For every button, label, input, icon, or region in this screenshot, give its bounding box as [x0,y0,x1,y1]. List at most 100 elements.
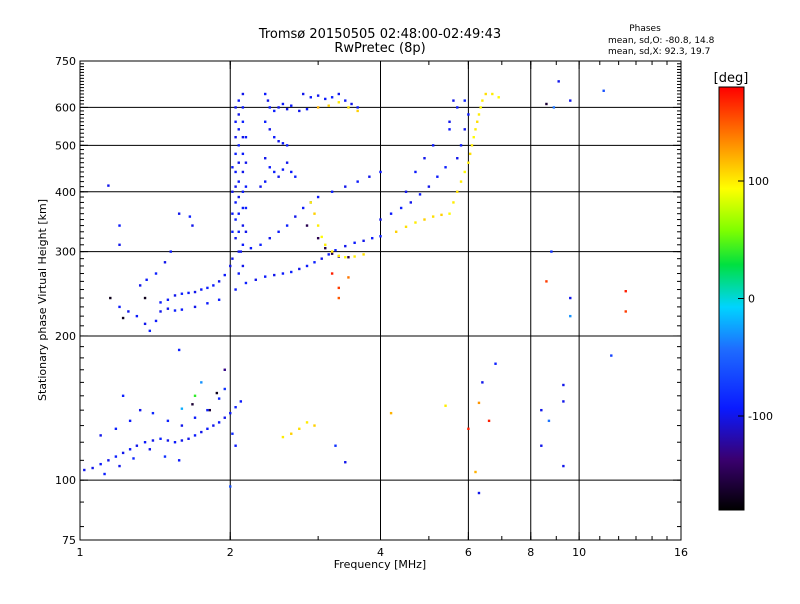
data-point [477,491,481,495]
data-point [344,185,347,188]
x-tick-label: 16 [674,546,688,559]
data-point [330,272,334,275]
data-point [379,170,382,174]
data-point [244,135,248,139]
data-point [173,441,177,444]
data-point [273,109,276,113]
data-point [624,290,627,293]
data-point [234,170,237,174]
data-point [474,470,477,474]
data-point [145,278,148,281]
data-point [268,128,271,131]
data-point [200,381,203,384]
data-point [148,329,152,333]
data-point [298,109,301,113]
data-point [244,230,248,233]
data-point [217,397,221,400]
data-point [249,246,253,250]
data-point [127,310,130,313]
data-point [109,296,112,300]
data-point [193,416,197,419]
data-point [305,107,309,111]
data-point [268,236,271,240]
data-point [173,294,177,297]
data-point [327,104,330,107]
data-point [481,99,484,102]
data-point [241,224,245,227]
data-point [264,180,267,183]
data-point [285,107,289,111]
data-point [448,128,451,131]
data-point [440,213,443,217]
data-point [610,354,613,357]
x-tick-label: 8 [527,546,534,559]
colorbar-tick-label: 100 [748,175,769,188]
data-point [294,215,297,218]
data-point [277,230,280,233]
data-point [166,298,170,301]
data-point [362,253,365,256]
data-point [114,427,118,431]
data-point [229,485,232,488]
x-tick-label: 2 [227,546,234,559]
data-point [494,362,497,365]
y-tick-label: 400 [55,186,76,199]
data-point [347,256,350,259]
data-point [237,272,240,275]
data-point [234,444,237,447]
data-point [285,144,289,147]
data-point [234,218,237,221]
chart-title: Tromsø 20150505 02:48:00-02:49:43 [258,27,501,42]
data-point [472,135,475,139]
data-point [562,383,565,387]
data-point [234,185,237,188]
data-point [239,250,243,253]
data-point [470,144,474,147]
data-point [290,432,293,435]
data-point [114,455,118,458]
data-point [212,284,215,287]
data-point [290,270,293,274]
data-point [371,236,374,240]
data-point [298,267,301,271]
data-point [316,195,320,199]
data-point [281,142,285,145]
data-point [264,157,267,160]
data-point [344,99,347,102]
data-point [159,301,162,304]
data-point [298,427,301,431]
data-point [444,404,447,407]
data-point [143,322,147,326]
data-point [193,394,197,398]
data-point [316,224,320,227]
data-point [177,348,181,352]
data-point [107,459,110,462]
data-point [324,246,327,250]
data-point [277,175,280,178]
data-point [237,99,240,102]
data-point [237,195,240,199]
data-point [273,273,276,277]
data-point [237,180,240,183]
data-point [244,185,248,188]
data-point [330,96,334,99]
data-point [138,408,142,412]
y-tick-label: 600 [55,101,76,114]
data-point [118,243,121,246]
data-point [547,419,551,423]
data-point [476,120,479,123]
data-point [368,175,371,178]
data-point [239,400,243,403]
data-point [337,92,341,96]
phase-stats-title: Phases [629,24,661,34]
data-point [347,106,350,109]
data-point [223,416,226,419]
data-point [217,280,221,283]
data-point [330,190,334,193]
data-point [277,140,280,143]
data-point [163,261,167,264]
data-point [277,106,280,109]
data-point [414,221,417,224]
data-point [180,439,184,442]
